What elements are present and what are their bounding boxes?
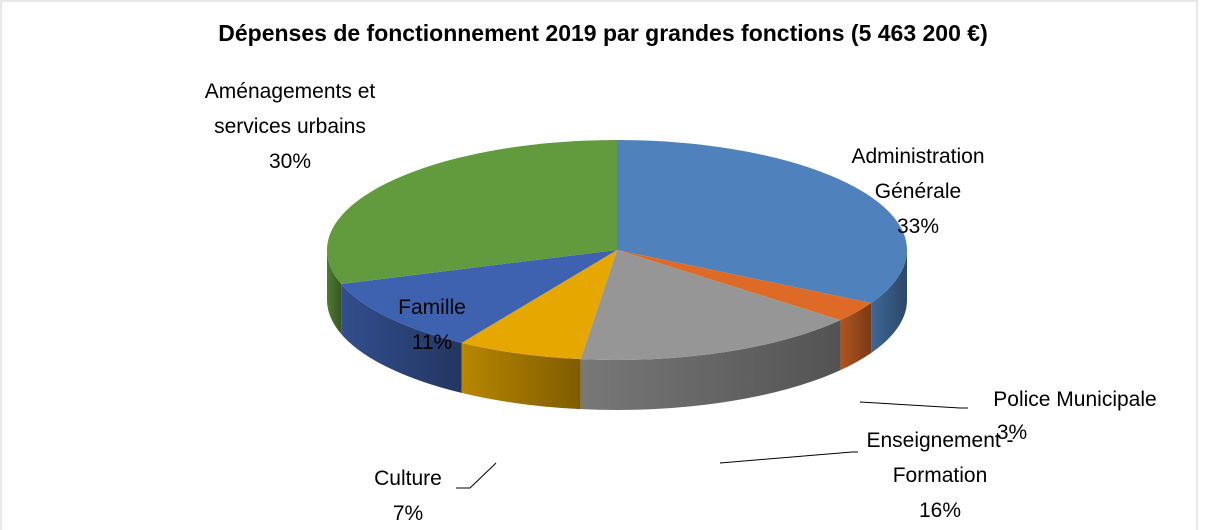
category-label: Culture — [374, 467, 442, 490]
value-label: 7% — [392, 502, 424, 525]
slice-side — [871, 250, 907, 353]
pie-slice — [617, 140, 907, 303]
value-label: 33% — [896, 215, 940, 238]
pie-slice — [341, 250, 617, 343]
leader-line — [859, 401, 968, 409]
data-label: Aménagements et services urbains 30% — [165, 74, 415, 179]
pie-slice — [617, 250, 872, 321]
category-label: Administration Générale — [851, 145, 985, 203]
slice-side — [341, 283, 462, 393]
data-label: Culture 7% — [348, 461, 468, 530]
value-label: 11% — [411, 331, 453, 354]
pie-sides — [327, 250, 907, 411]
data-label: Administration Générale 33% — [813, 139, 1023, 244]
leader-line — [456, 462, 497, 489]
category-label: Famille — [398, 296, 466, 319]
pie-slice — [580, 250, 841, 360]
slice-side — [840, 302, 872, 371]
category-label: Aménagements et services urbains — [204, 80, 376, 138]
data-label: Police Municipale 3% — [960, 382, 1190, 450]
data-label: Enseignement - Formation 16% — [845, 423, 1035, 528]
value-label: 3% — [996, 421, 1028, 444]
slice-side — [461, 342, 581, 410]
pie-tops — [326, 140, 907, 360]
slice-side — [327, 250, 342, 334]
data-label: Famille 11% — [372, 290, 492, 360]
value-label: 30% — [268, 150, 312, 173]
leader-line — [719, 451, 858, 464]
pie-slice — [326, 140, 617, 284]
category-label: Enseignement - Formation — [866, 429, 1014, 487]
category-label: Police Municipale — [993, 388, 1157, 411]
value-label: 16% — [918, 499, 962, 522]
pie-slice — [461, 250, 617, 360]
chart-title: Dépenses de fonctionnement 2019 par gran… — [218, 20, 988, 46]
slice-side — [580, 320, 841, 411]
